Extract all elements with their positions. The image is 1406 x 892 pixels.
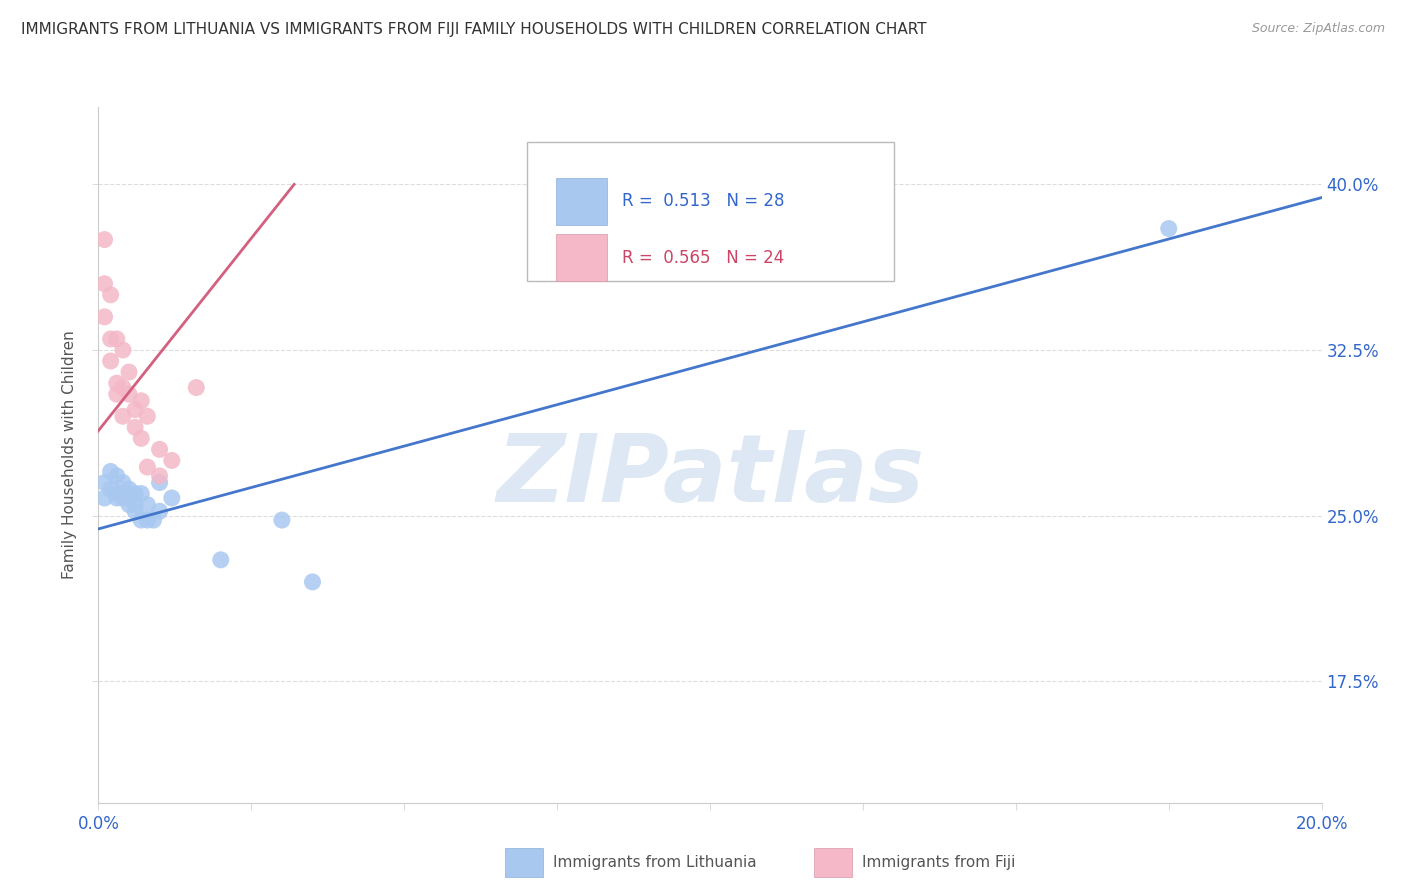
Point — [129, 393, 152, 408]
Point — [100, 465, 122, 479]
Text: IMMIGRANTS FROM LITHUANIA VS IMMIGRANTS FROM FIJI FAMILY HOUSEHOLDS WITH CHILDRE: IMMIGRANTS FROM LITHUANIA VS IMMIGRANTS … — [21, 22, 927, 37]
Point — [111, 343, 134, 357]
FancyBboxPatch shape — [555, 235, 607, 281]
Point — [149, 442, 172, 457]
Point — [129, 513, 152, 527]
Point — [129, 431, 152, 445]
Point — [160, 453, 183, 467]
Point — [124, 420, 146, 434]
Point — [136, 513, 159, 527]
Point — [111, 475, 134, 490]
Point — [124, 498, 146, 512]
Point — [93, 233, 115, 247]
Point — [105, 469, 128, 483]
Point — [124, 486, 146, 500]
Point — [118, 491, 141, 505]
Point — [105, 332, 128, 346]
Point — [111, 486, 134, 500]
Text: R =  0.513   N = 28: R = 0.513 N = 28 — [621, 193, 785, 211]
FancyBboxPatch shape — [526, 142, 894, 281]
Point — [301, 574, 323, 589]
Point — [124, 504, 146, 518]
Point — [142, 513, 165, 527]
Text: R =  0.565   N = 24: R = 0.565 N = 24 — [621, 249, 785, 267]
Point — [111, 380, 134, 394]
Point — [129, 486, 152, 500]
Point — [111, 409, 134, 424]
Point — [100, 354, 122, 368]
Y-axis label: Family Households with Children: Family Households with Children — [62, 331, 77, 579]
Point — [1157, 221, 1180, 235]
Point — [105, 376, 128, 391]
FancyBboxPatch shape — [555, 178, 607, 225]
Text: ZIPatlas: ZIPatlas — [496, 430, 924, 522]
Point — [118, 482, 141, 496]
Point — [209, 553, 232, 567]
Point — [149, 469, 172, 483]
Point — [160, 491, 183, 505]
Point — [186, 380, 208, 394]
Point — [93, 491, 115, 505]
Point — [118, 365, 141, 379]
Point — [100, 287, 122, 301]
Point — [93, 475, 115, 490]
Point — [105, 491, 128, 505]
Point — [105, 387, 128, 401]
Text: Source: ZipAtlas.com: Source: ZipAtlas.com — [1251, 22, 1385, 36]
Text: Immigrants from Lithuania: Immigrants from Lithuania — [553, 855, 756, 870]
Point — [93, 310, 115, 324]
Text: Immigrants from Fiji: Immigrants from Fiji — [862, 855, 1015, 870]
Point — [100, 332, 122, 346]
Point — [136, 409, 159, 424]
Point — [136, 460, 159, 475]
Point — [111, 491, 134, 505]
Point — [118, 498, 141, 512]
Point — [136, 498, 159, 512]
Point — [270, 513, 292, 527]
Point — [105, 486, 128, 500]
Point — [149, 504, 172, 518]
Point — [100, 482, 122, 496]
Point — [93, 277, 115, 291]
Point — [124, 402, 146, 417]
Point — [149, 475, 172, 490]
Point — [118, 387, 141, 401]
